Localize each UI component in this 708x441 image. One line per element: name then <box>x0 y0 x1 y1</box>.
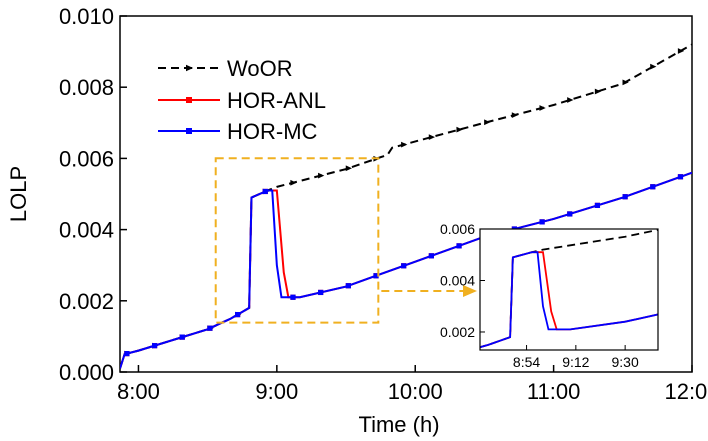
legend-item-woor: WoOR <box>158 56 293 81</box>
series-marker <box>318 172 325 179</box>
y-tick-label: 0.006 <box>59 146 114 171</box>
series-marker <box>401 141 408 148</box>
inset-series-group <box>480 229 658 349</box>
series-hor-mc <box>480 251 658 349</box>
series-marker <box>539 105 546 111</box>
series-marker <box>428 253 434 259</box>
series-marker <box>677 174 684 180</box>
legend-item-hor-anl: HOR-ANL <box>158 88 326 113</box>
inset-x-tick-label: 9:30 <box>612 354 639 370</box>
inset-plot: 0.002 0.004 0.006 8:54 9:12 9:30 <box>440 221 659 370</box>
series-marker <box>373 273 379 279</box>
zoom-box <box>214 157 380 324</box>
series-line <box>480 251 658 349</box>
series-marker <box>345 283 351 289</box>
series-marker <box>186 64 194 72</box>
x-axis-title: Time (h) <box>358 412 439 437</box>
series-marker <box>456 243 462 249</box>
series-marker <box>186 128 192 134</box>
series-marker <box>428 134 436 140</box>
series-marker <box>401 263 407 269</box>
inset-background <box>480 229 658 350</box>
legend-label: HOR-MC <box>227 119 318 144</box>
series-marker <box>622 194 628 200</box>
series-marker <box>456 126 463 133</box>
series-marker <box>124 351 130 357</box>
series-marker <box>318 289 324 296</box>
plot-frame <box>119 15 693 373</box>
series-marker <box>262 188 268 195</box>
x-tick-label: 8:00 <box>117 379 160 404</box>
series-marker <box>650 184 656 190</box>
x-tick-label: 11:00 <box>527 379 580 404</box>
y-tick-label: 0.008 <box>59 75 114 100</box>
inset-y-tick-label: 0.004 <box>440 272 475 288</box>
series-marker <box>151 343 158 349</box>
series-line <box>480 251 658 349</box>
series-marker <box>622 79 629 86</box>
zoom-annotation <box>214 157 477 324</box>
x-tick-label: 9:00 <box>255 379 298 404</box>
y-tick-label: 0.002 <box>59 289 114 314</box>
inset-y-tick-label: 0.006 <box>440 221 475 237</box>
legend: WoOR HOR-ANL HOR-MC <box>158 56 326 144</box>
legend-item-hor-mc: HOR-MC <box>158 119 318 144</box>
inset-x-tick-label: 9:12 <box>562 354 589 370</box>
series-marker <box>567 211 573 217</box>
zoom-arrow-head <box>463 285 477 297</box>
y-tick-label: 0.010 <box>59 4 114 29</box>
series-marker <box>186 97 192 103</box>
series-marker <box>511 112 519 118</box>
series-marker <box>594 202 601 208</box>
inset-ticks: 0.002 0.004 0.006 8:54 9:12 9:30 <box>440 221 639 370</box>
y-axis-ticks: 0.000 0.002 0.004 0.006 0.008 0.010 <box>59 4 127 385</box>
y-axis-title: LOLP <box>6 166 31 222</box>
series-marker <box>179 334 185 340</box>
series-marker <box>594 88 602 95</box>
x-tick-label: 12:00 <box>664 379 708 404</box>
series-marker <box>539 219 545 225</box>
series-marker <box>484 119 491 126</box>
legend-label: WoOR <box>227 56 293 81</box>
series-marker <box>677 48 685 54</box>
series-marker <box>650 63 657 70</box>
legend-label: HOR-ANL <box>227 88 326 113</box>
series-marker <box>207 325 213 331</box>
series-hor-anl <box>480 251 658 349</box>
x-axis-ticks: 8:00 9:00 10:00 11:00 12:00 <box>117 365 708 404</box>
series-marker <box>345 165 352 172</box>
inset-y-tick-label: 0.002 <box>440 324 475 340</box>
series-marker <box>235 311 241 318</box>
y-tick-label: 0.000 <box>59 360 114 385</box>
y-tick-label: 0.004 <box>59 218 114 243</box>
inset-frame <box>479 228 659 351</box>
series-marker <box>290 294 296 300</box>
series-marker <box>290 179 297 186</box>
inset-x-tick-label: 8:54 <box>513 354 540 370</box>
x-tick-label: 10:00 <box>388 379 443 404</box>
series-marker <box>567 97 574 103</box>
